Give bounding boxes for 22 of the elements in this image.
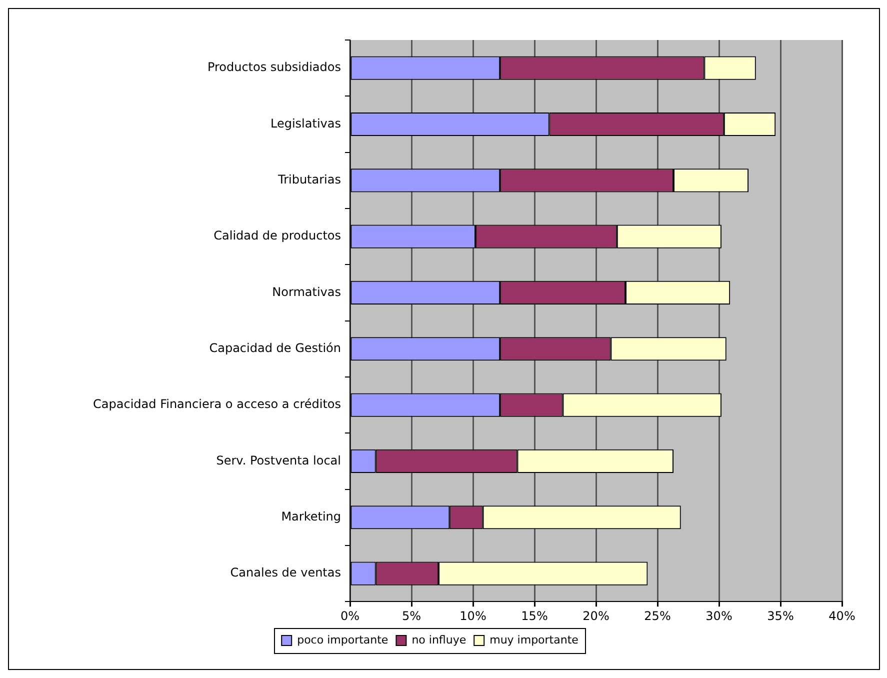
y-tick-label: Marketing bbox=[281, 509, 341, 524]
legend-label: poco importante bbox=[297, 633, 388, 646]
y-tick-label: Capacidad de Gestión bbox=[209, 341, 341, 356]
x-tick-label: 25% bbox=[644, 608, 671, 623]
x-tick-label: 20% bbox=[582, 608, 610, 623]
x-tick-label: 30% bbox=[706, 608, 732, 623]
y-tick-label: Calidad de productos bbox=[214, 228, 341, 243]
legend-label: no influye bbox=[412, 633, 466, 646]
y-tick-label: Productos subsidiados bbox=[207, 60, 341, 74]
x-tick-label: 15% bbox=[521, 608, 548, 623]
x-tick-label: 0% bbox=[340, 608, 360, 623]
x-tick-label: 10% bbox=[460, 608, 486, 623]
y-tick-label: Tributarias bbox=[277, 172, 341, 187]
legend-label: muy importante bbox=[490, 633, 579, 646]
x-tick-label: 40% bbox=[828, 608, 856, 623]
x-tick-label: 35% bbox=[767, 608, 794, 623]
y-tick-label: Capacidad Financiera o acceso a créditos bbox=[93, 397, 341, 412]
y-tick-label: Legislativas bbox=[270, 116, 341, 130]
y-tick-label: Canales de ventas bbox=[230, 566, 341, 580]
y-tick-label: Serv. Postventa local bbox=[216, 453, 341, 468]
y-tick-label: Normativas bbox=[272, 284, 341, 299]
x-tick-label: 5% bbox=[402, 608, 422, 623]
